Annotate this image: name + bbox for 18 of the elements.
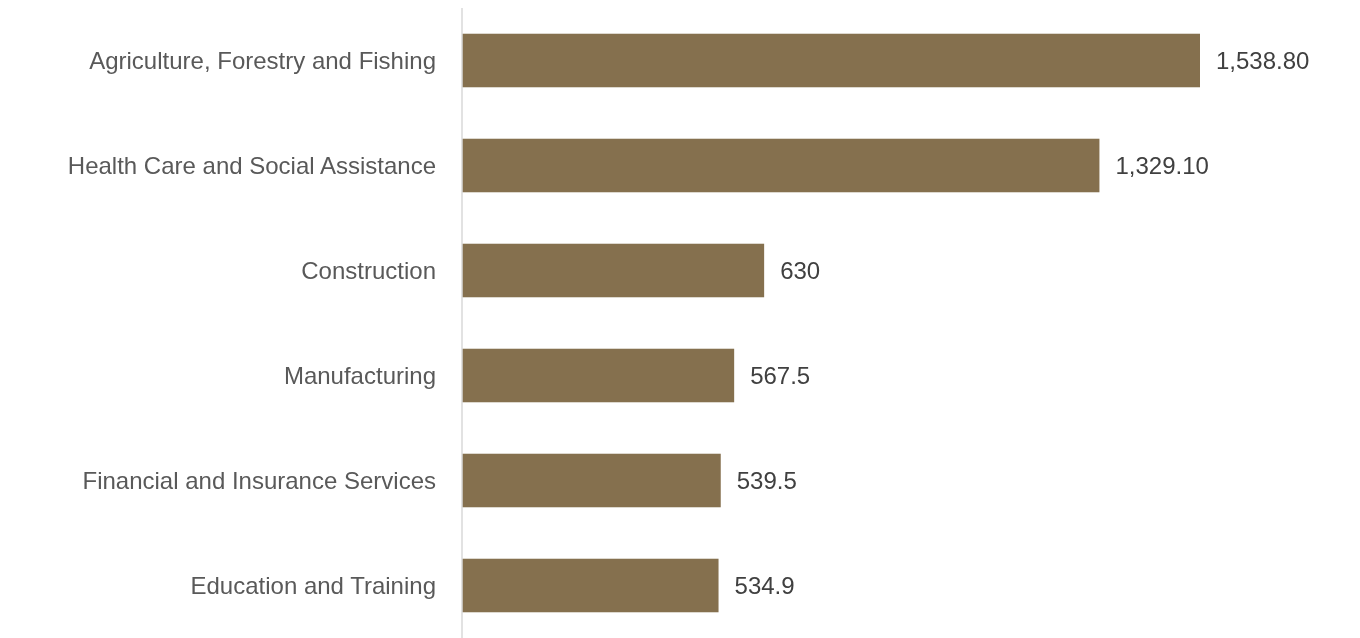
data-label: 1,329.10 — [1115, 151, 1209, 179]
y-tick-label: Manufacturing — [283, 361, 436, 389]
data-label: 534.9 — [734, 571, 795, 599]
bar — [462, 558, 719, 613]
bar — [462, 33, 1200, 88]
data-label: 539.5 — [736, 466, 797, 494]
bar — [462, 453, 721, 508]
data-label: 1,538.80 — [1216, 46, 1310, 74]
bar — [462, 138, 1100, 193]
y-tick-label: Financial and Insurance Services — [82, 466, 436, 494]
y-tick-label: Construction — [301, 256, 436, 284]
data-label: 567.5 — [750, 361, 811, 389]
y-tick-label: Agriculture, Forestry and Fishing — [89, 46, 436, 74]
bar — [462, 348, 735, 403]
bar — [462, 243, 765, 298]
y-tick-label: Health Care and Social Assistance — [67, 151, 436, 179]
data-label: 630 — [780, 256, 821, 284]
y-tick-label: Education and Training — [190, 571, 436, 599]
